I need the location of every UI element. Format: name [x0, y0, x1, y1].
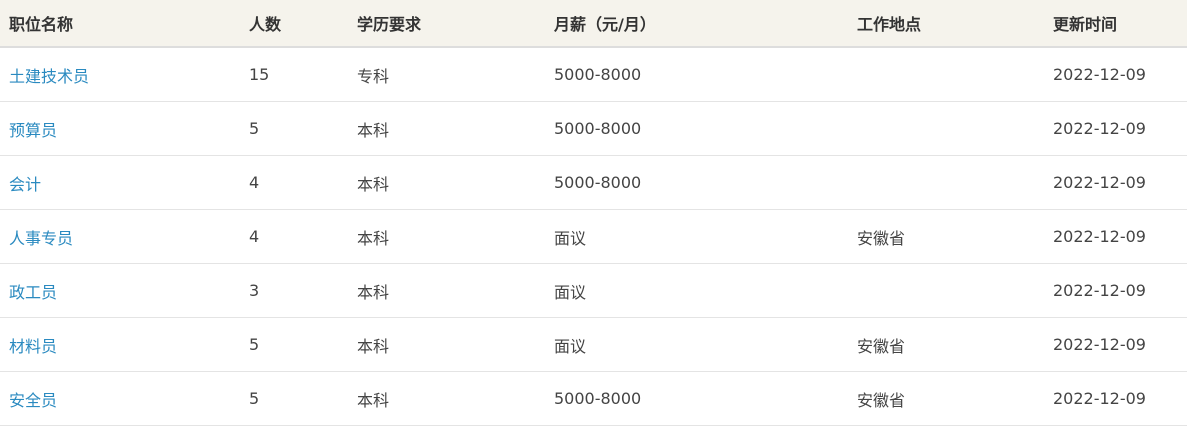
cell-salary: 5000-8000 — [554, 47, 857, 102]
table-row: 材料员 5 本科 面议 安徽省 2022-12-09 — [0, 317, 1187, 372]
cell-title: 人事专员 — [0, 209, 249, 264]
cell-education: 本科 — [357, 209, 554, 264]
job-title-link[interactable]: 土建技术员 — [9, 66, 90, 86]
job-title-link[interactable]: 政工员 — [9, 282, 58, 302]
cell-education: 本科 — [357, 263, 554, 318]
job-title-link[interactable]: 会计 — [9, 174, 42, 194]
job-title-link[interactable]: 材料员 — [9, 336, 58, 356]
cell-updated: 2022-12-09 — [1053, 155, 1187, 210]
cell-salary: 5000-8000 — [554, 155, 857, 210]
table-row: 人事专员 4 本科 面议 安徽省 2022-12-09 — [0, 209, 1187, 264]
header-education: 学历要求 — [357, 0, 554, 48]
header-location: 工作地点 — [857, 0, 1053, 48]
cell-location: 安徽省 — [857, 317, 1053, 372]
table-row: 预算员 5 本科 5000-8000 2022-12-09 — [0, 101, 1187, 156]
cell-education: 专科 — [357, 47, 554, 102]
cell-location: 安徽省 — [857, 371, 1053, 426]
cell-updated: 2022-12-09 — [1053, 101, 1187, 156]
cell-location — [857, 155, 1053, 210]
cell-count: 4 — [249, 209, 357, 264]
cell-salary: 面议 — [554, 209, 857, 264]
header-salary: 月薪（元/月） — [554, 0, 857, 48]
cell-title: 预算员 — [0, 101, 249, 156]
cell-count: 4 — [249, 155, 357, 210]
cell-location — [857, 47, 1053, 102]
cell-title: 安全员 — [0, 371, 249, 426]
cell-location — [857, 101, 1053, 156]
cell-education: 本科 — [357, 317, 554, 372]
cell-count: 5 — [249, 101, 357, 156]
cell-title: 材料员 — [0, 317, 249, 372]
table-header: 职位名称 人数 学历要求 月薪（元/月） 工作地点 更新时间 — [0, 0, 1187, 48]
cell-education: 本科 — [357, 155, 554, 210]
cell-count: 3 — [249, 263, 357, 318]
cell-salary: 5000-8000 — [554, 371, 857, 426]
cell-count: 5 — [249, 371, 357, 426]
cell-updated: 2022-12-09 — [1053, 209, 1187, 264]
cell-salary: 面议 — [554, 263, 857, 318]
cell-title: 土建技术员 — [0, 47, 249, 102]
header-title: 职位名称 — [0, 0, 249, 48]
job-title-link[interactable]: 安全员 — [9, 390, 58, 410]
cell-updated: 2022-12-09 — [1053, 317, 1187, 372]
table-row: 政工员 3 本科 面议 2022-12-09 — [0, 263, 1187, 318]
cell-salary: 面议 — [554, 317, 857, 372]
cell-title: 政工员 — [0, 263, 249, 318]
cell-location: 安徽省 — [857, 209, 1053, 264]
job-title-link[interactable]: 预算员 — [9, 120, 58, 140]
table-row: 会计 4 本科 5000-8000 2022-12-09 — [0, 155, 1187, 210]
cell-education: 本科 — [357, 371, 554, 426]
job-title-link[interactable]: 人事专员 — [9, 228, 74, 248]
cell-updated: 2022-12-09 — [1053, 47, 1187, 102]
table-row: 土建技术员 15 专科 5000-8000 2022-12-09 — [0, 47, 1187, 102]
cell-count: 5 — [249, 317, 357, 372]
table-row: 安全员 5 本科 5000-8000 安徽省 2022-12-09 — [0, 371, 1187, 426]
cell-location — [857, 263, 1053, 318]
cell-title: 会计 — [0, 155, 249, 210]
header-updated: 更新时间 — [1053, 0, 1187, 48]
cell-updated: 2022-12-09 — [1053, 263, 1187, 318]
cell-count: 15 — [249, 47, 357, 102]
cell-updated: 2022-12-09 — [1053, 371, 1187, 426]
header-count: 人数 — [249, 0, 357, 48]
cell-salary: 5000-8000 — [554, 101, 857, 156]
cell-education: 本科 — [357, 101, 554, 156]
